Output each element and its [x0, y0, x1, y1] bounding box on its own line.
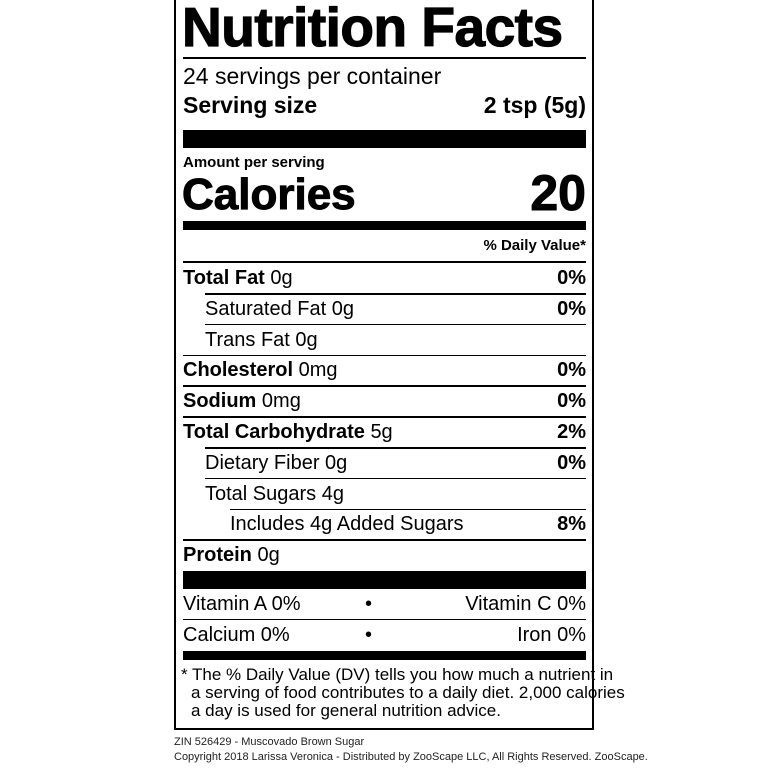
- nutrient-label: Saturated Fat 0g: [205, 297, 354, 320]
- nutrient-row: Protein 0g: [183, 540, 586, 570]
- nutrient-amount: 5g: [370, 421, 393, 443]
- daily-value-percent: 0%: [557, 451, 586, 474]
- nutrient-name: Total Sugars 4g: [205, 479, 344, 509]
- footnote-line-1: * The % Daily Value (DV) tells you how m…: [181, 665, 614, 684]
- divider: [230, 508, 586, 511]
- nutrient-row: Sodium 0mg 0%: [183, 386, 586, 416]
- nutrient-row: Saturated Fat 0g 0%: [183, 294, 586, 324]
- footnote-line-3: a day is used for general nutrition advi…: [191, 701, 501, 720]
- serving-size-value: 2 tsp (5g): [483, 92, 586, 118]
- divider: [183, 619, 586, 620]
- nutrient-amount: 0g: [270, 267, 293, 289]
- divider: [205, 477, 586, 480]
- nutrient-name: Cholesterol 0mg: [183, 355, 338, 385]
- divider: [205, 447, 586, 449]
- daily-value-percent: 0%: [557, 359, 586, 382]
- nutrient-amount: 0g: [257, 544, 280, 567]
- nutrient-row: Total Sugars 4g: [183, 479, 586, 509]
- nutrient-label: Trans Fat 0g: [205, 328, 318, 351]
- nutrient-label: Sodium: [183, 390, 257, 413]
- divider: [183, 354, 586, 357]
- medium-divider: [183, 221, 586, 230]
- daily-value-percent: 0%: [557, 390, 586, 413]
- daily-value-percent: 0%: [557, 267, 586, 289]
- divider: [205, 323, 586, 326]
- divider: [183, 416, 586, 418]
- divider: [183, 261, 586, 263]
- nutrient-row: Total Fat 0g 0%: [183, 263, 586, 293]
- nutrient-label: Protein: [183, 544, 252, 567]
- calories-label: Calories: [182, 170, 357, 219]
- nutrient-label: Dietary Fiber 0g: [205, 451, 348, 474]
- nutrient-name: Sodium 0mg: [183, 386, 301, 416]
- bullet: •: [365, 593, 373, 615]
- nutrient-name: Total Fat 0g: [183, 263, 293, 293]
- daily-value-header: % Daily Value*: [483, 237, 586, 254]
- iron: Iron 0%: [517, 624, 586, 646]
- amount-per-serving: Amount per serving: [183, 154, 325, 171]
- nutrient-row: Dietary Fiber 0g 0%: [183, 448, 586, 478]
- calcium: Calcium 0%: [183, 624, 290, 646]
- daily-value-percent: 2%: [557, 421, 586, 443]
- copyright-line: Copyright 2018 Larissa Veronica - Distri…: [174, 751, 648, 763]
- nutrient-name: Includes 4g Added Sugars: [230, 509, 464, 539]
- nutrient-row: Includes 4g Added Sugars 8%: [183, 509, 586, 539]
- calories-value: 20: [530, 165, 587, 221]
- nutrient-row: Cholesterol 0mg 0%: [183, 355, 586, 385]
- mineral-row: Calcium 0% • Iron 0%: [183, 620, 586, 650]
- vitamin-a: Vitamin A 0%: [183, 593, 301, 615]
- divider: [183, 539, 586, 541]
- nutrient-amount: 0mg: [261, 390, 301, 413]
- medium-divider: [183, 651, 586, 660]
- nutrient-name: Trans Fat 0g: [205, 325, 318, 355]
- daily-value-percent: 8%: [557, 513, 586, 536]
- vitamin-row: Vitamin A 0% • Vitamin C 0%: [183, 589, 586, 619]
- divider: [183, 57, 586, 59]
- nutrient-name: Protein 0g: [183, 540, 280, 570]
- nutrient-row: Trans Fat 0g: [183, 325, 586, 355]
- bullet: •: [365, 624, 373, 646]
- nutrient-amount: 0mg: [298, 359, 338, 382]
- nutrient-name: Dietary Fiber 0g: [205, 448, 347, 478]
- product-line: ZIN 526429 - Muscovado Brown Sugar: [174, 736, 365, 748]
- nutrient-label: Total Fat: [183, 267, 265, 289]
- nutrient-label: Total Sugars 4g: [205, 482, 344, 505]
- divider: [205, 293, 586, 295]
- nutrition-label: [174, 0, 594, 730]
- divider: [183, 385, 586, 387]
- daily-value-percent: 0%: [557, 297, 586, 320]
- nutrient-name: Total Carbohydrate 5g: [183, 417, 393, 447]
- nutrient-row: Total Carbohydrate 5g 2%: [183, 417, 586, 447]
- thick-divider: [183, 571, 586, 589]
- nutrient-label: Total Carbohydrate: [183, 421, 365, 443]
- serving-size-label: Serving size: [183, 92, 318, 118]
- nutrient-label: Includes 4g Added Sugars: [230, 513, 464, 536]
- nutrient-label: Cholesterol: [183, 359, 294, 382]
- vitamin-c: Vitamin C 0%: [465, 593, 586, 615]
- servings-per-container: 24 servings per container: [183, 63, 442, 89]
- thick-divider: [183, 130, 586, 148]
- footnote-line-2: a serving of food contributes to a daily…: [191, 683, 625, 702]
- label-title: Nutrition Facts: [181, 0, 563, 58]
- nutrient-name: Saturated Fat 0g: [205, 294, 354, 324]
